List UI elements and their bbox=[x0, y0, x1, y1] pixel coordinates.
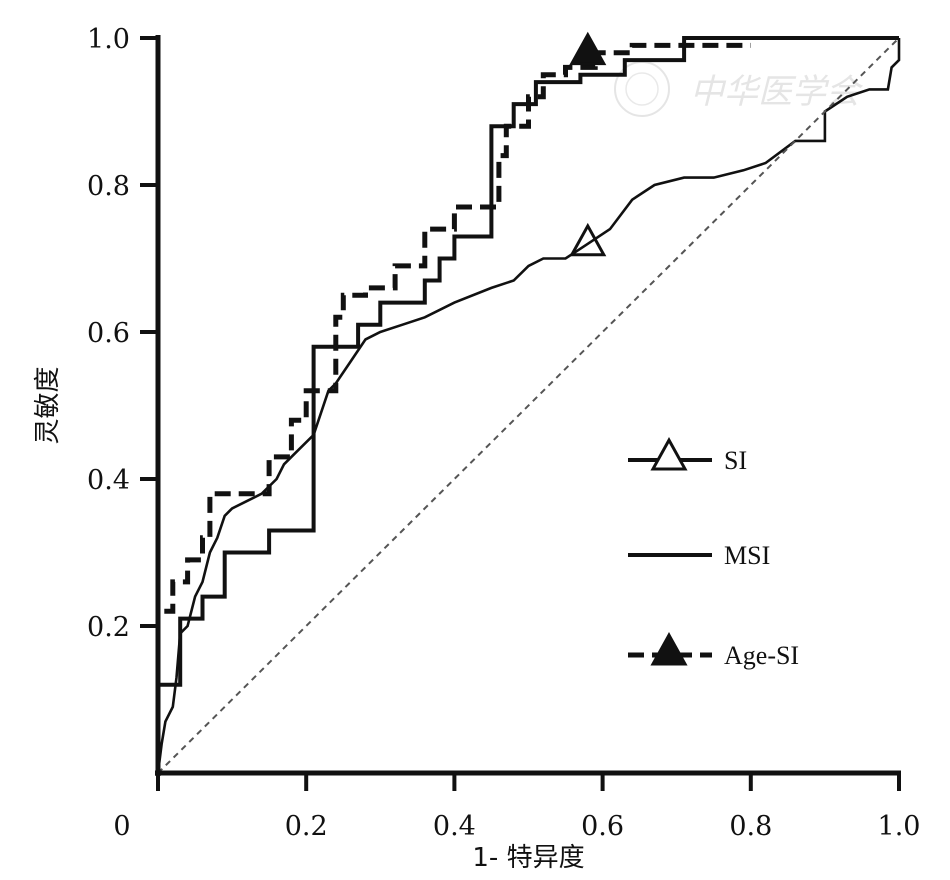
axes: 0 0.2 0.4 0.6 0.8 1.0 0.2 0.4 0.6 0.8 1.0 1- 特异度 灵敏度 bbox=[33, 24, 920, 873]
series-line-si bbox=[156, 36, 899, 773]
x-tick-label: 0.6 bbox=[581, 811, 624, 842]
legend: SI MSI Age-SI bbox=[628, 437, 799, 670]
legend-label: SI bbox=[724, 446, 747, 475]
y-tick-label: 0.2 bbox=[87, 612, 130, 643]
watermark-seal-inner-icon bbox=[625, 72, 659, 106]
x-tick-label: 0.4 bbox=[433, 811, 476, 842]
legend-marker-age-si bbox=[650, 632, 688, 666]
x-tick-label: 0.8 bbox=[729, 811, 772, 842]
x-axis-title: 1- 特异度 bbox=[472, 843, 584, 873]
series-line-age-si bbox=[155, 42, 751, 773]
legend-marker-si bbox=[650, 437, 688, 471]
y-axis-title: 灵敏度 bbox=[33, 366, 63, 444]
marker-age-si-triangle bbox=[569, 31, 607, 66]
y-tick-label: 0.4 bbox=[87, 465, 130, 496]
series-layer bbox=[155, 31, 901, 774]
x-tick-label: 0.2 bbox=[285, 811, 328, 842]
x-tick-label: 0 bbox=[113, 811, 130, 842]
series-line-msi bbox=[156, 38, 901, 774]
y-tick-label: 0.8 bbox=[87, 171, 130, 202]
y-tick-label: 1.0 bbox=[87, 24, 130, 55]
legend-label: MSI bbox=[724, 541, 770, 570]
x-tick-label: 1.0 bbox=[878, 811, 921, 842]
legend-label: Age-SI bbox=[724, 641, 799, 670]
y-tick-label: 0.6 bbox=[87, 318, 130, 349]
watermark-text: 中华医学会 bbox=[690, 72, 864, 112]
publisher-watermark: 中华医学会 bbox=[614, 61, 864, 117]
reference-diagonal-line bbox=[157, 37, 900, 774]
